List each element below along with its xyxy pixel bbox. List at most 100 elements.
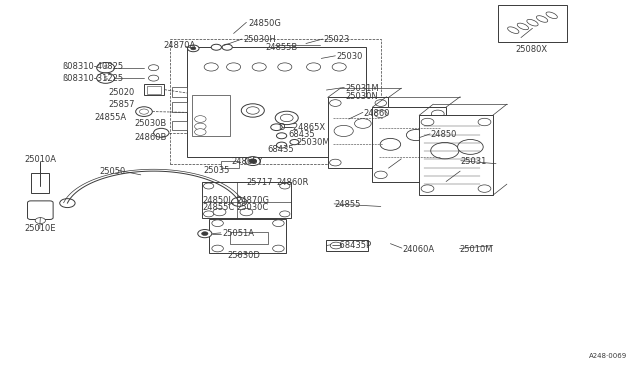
Circle shape	[478, 118, 491, 126]
Circle shape	[271, 124, 282, 131]
Circle shape	[276, 133, 287, 139]
Text: ß08310-40825: ß08310-40825	[63, 62, 124, 71]
Text: 25010E: 25010E	[24, 224, 56, 233]
Circle shape	[148, 75, 159, 81]
Circle shape	[136, 107, 152, 116]
Text: 25050: 25050	[99, 167, 125, 176]
Circle shape	[195, 123, 206, 130]
FancyBboxPatch shape	[28, 201, 53, 219]
Circle shape	[240, 208, 253, 216]
Bar	[172, 102, 187, 112]
Bar	[147, 86, 161, 94]
Circle shape	[273, 220, 284, 227]
Bar	[419, 115, 493, 195]
Circle shape	[290, 140, 299, 145]
Text: 68435: 68435	[288, 130, 315, 139]
Text: 25051A: 25051A	[223, 229, 255, 238]
Circle shape	[202, 232, 208, 235]
Circle shape	[431, 110, 444, 118]
Circle shape	[478, 185, 491, 192]
Circle shape	[431, 171, 444, 179]
Circle shape	[148, 65, 159, 71]
Text: 24855A: 24855A	[95, 113, 127, 122]
Text: 25030H: 25030H	[243, 35, 276, 44]
Text: —68435P: —68435P	[332, 241, 372, 250]
Circle shape	[140, 109, 148, 114]
Circle shape	[374, 171, 387, 179]
Circle shape	[213, 208, 226, 216]
Circle shape	[280, 211, 290, 217]
Circle shape	[195, 129, 206, 135]
Text: 24855C: 24855C	[202, 203, 234, 212]
Bar	[192, 95, 230, 136]
Circle shape	[212, 245, 223, 252]
Text: 25030M: 25030M	[296, 138, 330, 147]
Text: 24850G: 24850G	[248, 19, 281, 28]
Circle shape	[458, 140, 483, 154]
Text: 25030D: 25030D	[227, 251, 260, 260]
Text: 24860R: 24860R	[276, 178, 309, 187]
Text: 24850: 24850	[430, 130, 456, 139]
Text: 24860B: 24860B	[134, 133, 167, 142]
Circle shape	[60, 199, 75, 208]
Text: 68435: 68435	[268, 145, 294, 154]
Text: 25030: 25030	[336, 52, 362, 61]
Circle shape	[97, 73, 115, 83]
Bar	[221, 161, 239, 168]
Bar	[31, 173, 49, 193]
Circle shape	[188, 45, 199, 52]
Circle shape	[154, 128, 169, 137]
Text: 24870A: 24870A	[163, 41, 195, 50]
Circle shape	[212, 220, 223, 227]
Text: 24870G: 24870G	[237, 196, 270, 205]
Text: A248·0069: A248·0069	[589, 353, 627, 359]
Text: 24855B: 24855B	[266, 43, 298, 52]
Text: 25717: 25717	[246, 178, 273, 187]
Bar	[209, 219, 286, 253]
Bar	[372, 107, 446, 182]
Circle shape	[222, 44, 232, 50]
Circle shape	[334, 125, 353, 137]
Text: 25030C: 25030C	[237, 203, 269, 212]
Bar	[144, 84, 164, 95]
Circle shape	[204, 63, 218, 71]
Bar	[326, 240, 368, 251]
Text: 24860: 24860	[364, 109, 390, 118]
Bar	[230, 232, 268, 244]
Circle shape	[198, 230, 212, 238]
Circle shape	[276, 142, 287, 148]
Text: 25030B: 25030B	[134, 119, 166, 128]
Circle shape	[330, 242, 342, 249]
Bar	[498, 5, 567, 42]
Bar	[172, 121, 187, 130]
Circle shape	[245, 157, 260, 166]
Circle shape	[191, 47, 196, 50]
Text: 24060A: 24060A	[402, 245, 434, 254]
Circle shape	[375, 100, 387, 106]
Circle shape	[421, 185, 434, 192]
Text: D—24865X: D—24865X	[278, 123, 326, 132]
Circle shape	[421, 118, 434, 126]
Text: 25020: 25020	[109, 88, 135, 97]
Circle shape	[431, 142, 459, 159]
Circle shape	[249, 159, 257, 163]
Text: S: S	[104, 65, 108, 70]
Text: 25030N: 25030N	[346, 92, 378, 101]
Circle shape	[204, 211, 214, 217]
Circle shape	[406, 129, 426, 141]
Circle shape	[380, 138, 401, 150]
Text: 25010M: 25010M	[460, 245, 493, 254]
Text: 24865Y: 24865Y	[232, 157, 263, 166]
Circle shape	[204, 183, 214, 189]
Circle shape	[275, 111, 298, 125]
Text: ß08310-31225: ß08310-31225	[63, 74, 124, 83]
Circle shape	[374, 110, 387, 118]
Circle shape	[252, 63, 266, 71]
Circle shape	[330, 100, 341, 106]
Circle shape	[332, 63, 346, 71]
Bar	[328, 97, 388, 168]
Circle shape	[227, 63, 241, 71]
Circle shape	[278, 63, 292, 71]
Circle shape	[307, 63, 321, 71]
Circle shape	[246, 107, 259, 114]
